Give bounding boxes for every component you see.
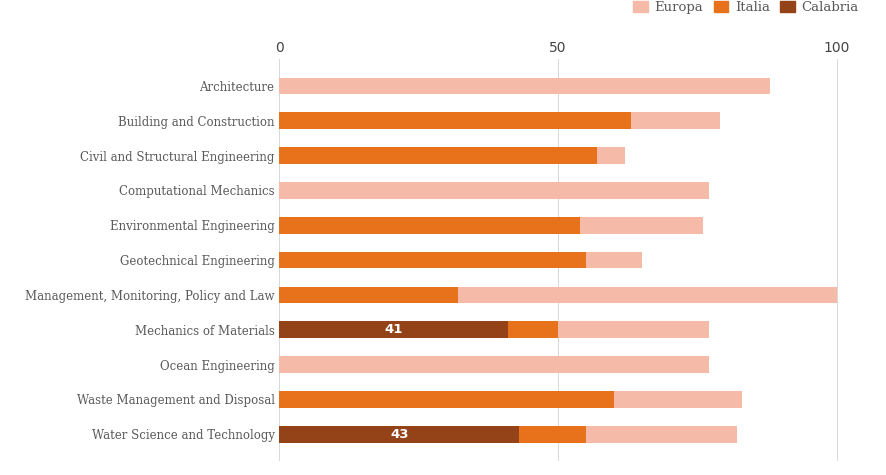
Bar (279, 356, 708, 373)
Text: 41: 41 (384, 323, 402, 336)
Bar (279, 113, 719, 129)
Bar (279, 426, 735, 443)
Bar (279, 217, 703, 234)
Bar (279, 252, 641, 268)
Bar (279, 182, 708, 199)
Bar (279, 147, 596, 164)
Bar (279, 286, 457, 303)
Bar (279, 322, 508, 338)
Bar (279, 77, 769, 95)
Bar (279, 147, 625, 164)
Bar (279, 426, 518, 443)
Bar (279, 322, 557, 338)
Bar (279, 252, 586, 268)
Bar (279, 391, 613, 408)
Bar (279, 391, 742, 408)
Bar (279, 286, 836, 303)
Legend: Europa, Italia, Calabria: Europa, Italia, Calabria (627, 0, 863, 19)
Text: 43: 43 (390, 428, 408, 441)
Bar (279, 217, 579, 234)
Bar (279, 322, 708, 338)
Bar (279, 426, 586, 443)
Bar (279, 113, 630, 129)
